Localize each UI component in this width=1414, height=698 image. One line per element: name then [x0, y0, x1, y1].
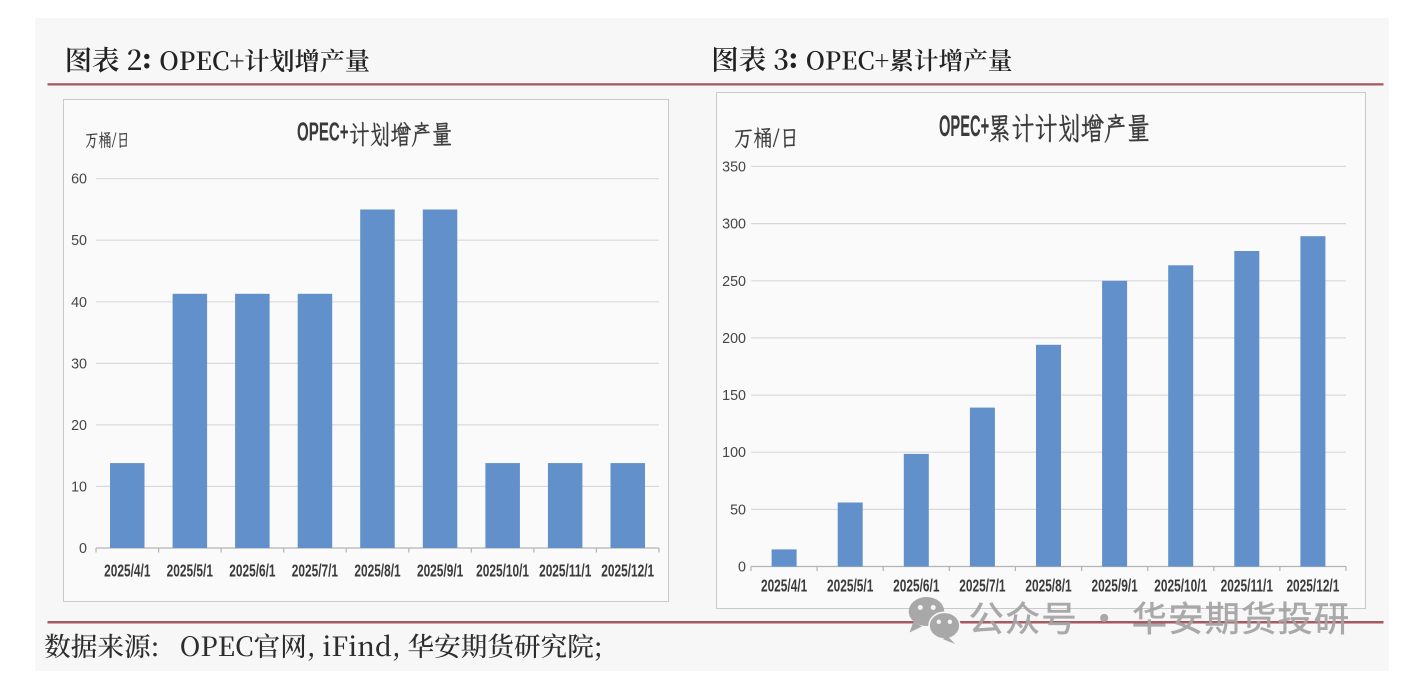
- svg-text:2025/9/1: 2025/9/1: [417, 561, 463, 581]
- svg-text:2025/6/1: 2025/6/1: [229, 561, 275, 581]
- svg-text:0: 0: [738, 560, 746, 576]
- svg-text:30: 30: [71, 356, 87, 372]
- svg-text:0: 0: [79, 541, 87, 557]
- svg-text:40: 40: [71, 295, 87, 311]
- svg-text:150: 150: [722, 388, 746, 404]
- svg-text:2025/11/1: 2025/11/1: [1221, 576, 1273, 596]
- svg-text:2025/9/1: 2025/9/1: [1091, 576, 1137, 596]
- svg-text:20: 20: [71, 418, 87, 434]
- svg-text:2025/4/1: 2025/4/1: [104, 561, 150, 581]
- svg-text:200: 200: [722, 331, 746, 347]
- svg-text:2025/10/1: 2025/10/1: [1154, 576, 1207, 596]
- svg-text:2025/7/1: 2025/7/1: [959, 576, 1005, 596]
- svg-text:50: 50: [71, 233, 87, 249]
- svg-text:2025/6/1: 2025/6/1: [893, 576, 939, 596]
- svg-text:OPEC+: OPEC+: [297, 117, 349, 146]
- svg-text:2025/12/1: 2025/12/1: [1286, 576, 1339, 596]
- svg-text:300: 300: [722, 217, 746, 233]
- svg-text:2025/5/1: 2025/5/1: [167, 561, 213, 581]
- svg-text:350: 350: [722, 159, 746, 175]
- svg-text:60: 60: [71, 172, 87, 188]
- svg-text:2025/12/1: 2025/12/1: [601, 561, 654, 581]
- svg-text:50: 50: [730, 502, 746, 518]
- svg-text:2025/4/1: 2025/4/1: [761, 576, 807, 596]
- svg-text:2025/11/1: 2025/11/1: [539, 561, 591, 581]
- svg-text:2025/8/1: 2025/8/1: [1025, 576, 1071, 596]
- svg-text:100: 100: [722, 445, 746, 461]
- svg-text:250: 250: [722, 274, 746, 290]
- svg-text:2025/10/1: 2025/10/1: [476, 561, 529, 581]
- svg-text:2025/8/1: 2025/8/1: [354, 561, 400, 581]
- svg-text:2025/5/1: 2025/5/1: [827, 576, 873, 596]
- svg-text:10: 10: [71, 479, 87, 495]
- svg-text:OPEC+: OPEC+: [939, 111, 989, 144]
- svg-text:2025/7/1: 2025/7/1: [292, 561, 338, 581]
